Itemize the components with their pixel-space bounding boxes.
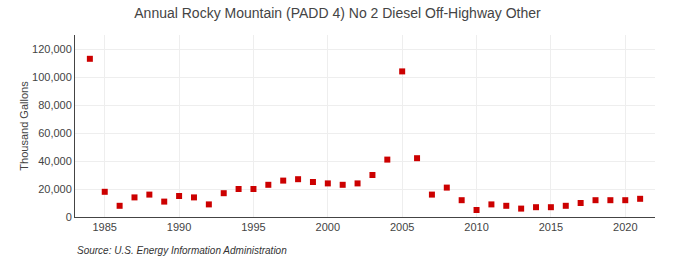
svg-text:20,000: 20,000 bbox=[38, 183, 72, 195]
svg-text:100,000: 100,000 bbox=[32, 71, 72, 83]
svg-text:2020: 2020 bbox=[613, 221, 637, 233]
svg-text:2010: 2010 bbox=[464, 221, 488, 233]
svg-text:Thousand Gallons: Thousand Gallons bbox=[18, 81, 30, 171]
svg-text:80,000: 80,000 bbox=[38, 99, 72, 111]
svg-text:2015: 2015 bbox=[539, 221, 563, 233]
svg-text:Source: U.S. Energy Informatio: Source: U.S. Energy Information Administ… bbox=[77, 245, 287, 256]
svg-text:0: 0 bbox=[66, 211, 72, 223]
svg-text:1990: 1990 bbox=[167, 221, 191, 233]
svg-text:40,000: 40,000 bbox=[38, 155, 72, 167]
svg-text:60,000: 60,000 bbox=[38, 127, 72, 139]
svg-text:120,000: 120,000 bbox=[32, 43, 72, 55]
svg-text:2000: 2000 bbox=[316, 221, 340, 233]
svg-text:1985: 1985 bbox=[92, 221, 116, 233]
svg-text:Annual Rocky Mountain (PADD 4): Annual Rocky Mountain (PADD 4) No 2 Dies… bbox=[134, 5, 541, 21]
svg-text:2005: 2005 bbox=[390, 221, 414, 233]
svg-text:1995: 1995 bbox=[241, 221, 265, 233]
